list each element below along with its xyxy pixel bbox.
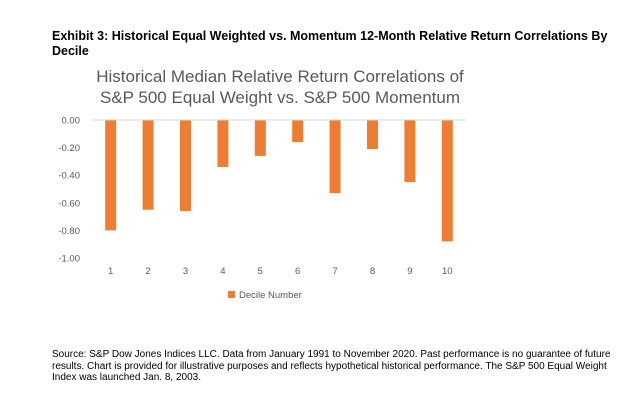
x-tick-label: 6: [295, 266, 300, 277]
x-tick-label: 9: [407, 266, 412, 277]
bar-decile-2: [142, 120, 154, 210]
x-tick-label: 1: [108, 266, 113, 277]
legend: Decile Number: [228, 290, 302, 301]
chart-title-line-1: Historical Median Relative Return Correl…: [96, 67, 464, 86]
y-axis-ticks: 0.00 -0.20 -0.40 -0.60 -0.80 -1.00: [58, 116, 80, 265]
x-axis-ticks: 1 2 3 4 5 6 7 8 9 10: [108, 266, 453, 277]
x-tick-label: 2: [145, 266, 150, 277]
bar-decile-10: [441, 120, 453, 242]
y-tick-label: -1.00: [58, 254, 80, 265]
x-tick-label: 10: [442, 266, 453, 277]
bar-decile-7: [329, 120, 341, 194]
bar-decile-3: [180, 120, 191, 212]
bars: [105, 120, 453, 242]
chart-title-line-2: S&P 500 Equal Weight vs. S&P 500 Momentu…: [99, 88, 461, 107]
bar-decile-8: [367, 120, 378, 149]
source-note: Source: S&P Dow Jones Indices LLC. Data …: [52, 349, 611, 383]
x-tick-label: 8: [370, 266, 375, 277]
bar-decile-5: [254, 120, 266, 156]
x-tick-label: 7: [332, 266, 337, 277]
legend-label: Decile Number: [239, 290, 302, 301]
bar-decile-4: [217, 120, 229, 167]
exhibit-title: Exhibit 3: Historical Equal Weighted vs.…: [52, 29, 608, 58]
bar-decile-9: [404, 120, 416, 183]
y-tick-label: -0.40: [58, 171, 80, 182]
x-tick-label: 5: [258, 266, 263, 277]
bar-decile-1: [105, 120, 117, 231]
y-tick-label: -0.60: [58, 198, 80, 209]
x-tick-label: 4: [220, 266, 225, 277]
y-tick-label: -0.20: [58, 143, 80, 154]
y-tick-label: -0.80: [58, 226, 80, 237]
bar-decile-6: [292, 120, 304, 143]
x-tick-label: 3: [183, 266, 188, 277]
y-tick-label: 0.00: [62, 116, 81, 127]
legend-swatch: [228, 291, 235, 298]
chart-title: Historical Median Relative Return Correl…: [60, 66, 500, 108]
